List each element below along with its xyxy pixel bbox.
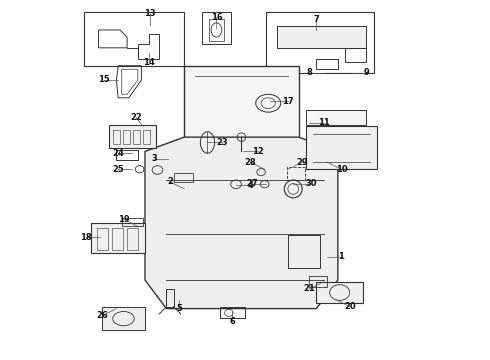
Text: 1: 1 <box>339 252 344 261</box>
Polygon shape <box>306 111 367 125</box>
Text: 24: 24 <box>112 149 124 158</box>
Text: 8: 8 <box>306 68 312 77</box>
Text: 26: 26 <box>96 311 108 320</box>
Text: 13: 13 <box>145 9 156 18</box>
Text: 25: 25 <box>112 165 124 174</box>
Bar <box>143 130 150 144</box>
Bar <box>112 228 123 249</box>
Polygon shape <box>102 307 145 330</box>
Text: 28: 28 <box>245 158 256 167</box>
Text: 22: 22 <box>130 113 142 122</box>
Text: 12: 12 <box>252 147 264 156</box>
Bar <box>267 12 373 73</box>
Text: 30: 30 <box>305 179 317 188</box>
Text: 2: 2 <box>167 177 173 186</box>
Polygon shape <box>317 282 363 303</box>
Bar <box>97 228 108 249</box>
Bar <box>133 130 140 144</box>
Polygon shape <box>145 137 338 309</box>
Bar <box>288 235 320 267</box>
Text: 6: 6 <box>229 316 235 325</box>
Text: 18: 18 <box>80 233 92 242</box>
Polygon shape <box>184 66 298 152</box>
Text: 4: 4 <box>247 181 253 190</box>
Text: 11: 11 <box>318 118 329 127</box>
Polygon shape <box>306 126 377 169</box>
Text: 19: 19 <box>118 215 129 224</box>
Text: 23: 23 <box>216 138 227 147</box>
Text: 10: 10 <box>336 165 347 174</box>
Text: 7: 7 <box>314 15 319 24</box>
Text: 29: 29 <box>296 158 308 167</box>
Text: 21: 21 <box>303 284 315 293</box>
Bar <box>123 130 130 144</box>
Bar <box>84 12 184 66</box>
Text: 15: 15 <box>98 76 110 85</box>
Polygon shape <box>92 223 145 253</box>
Bar <box>113 130 120 144</box>
Polygon shape <box>277 26 367 48</box>
Text: 3: 3 <box>151 154 157 163</box>
Text: 5: 5 <box>176 304 182 313</box>
Text: 27: 27 <box>246 179 258 188</box>
Text: 16: 16 <box>211 13 222 22</box>
Text: 17: 17 <box>282 97 294 106</box>
Bar <box>127 228 138 249</box>
Text: 9: 9 <box>364 68 369 77</box>
Polygon shape <box>109 125 156 148</box>
Text: 14: 14 <box>143 58 154 67</box>
Text: 20: 20 <box>344 302 356 311</box>
